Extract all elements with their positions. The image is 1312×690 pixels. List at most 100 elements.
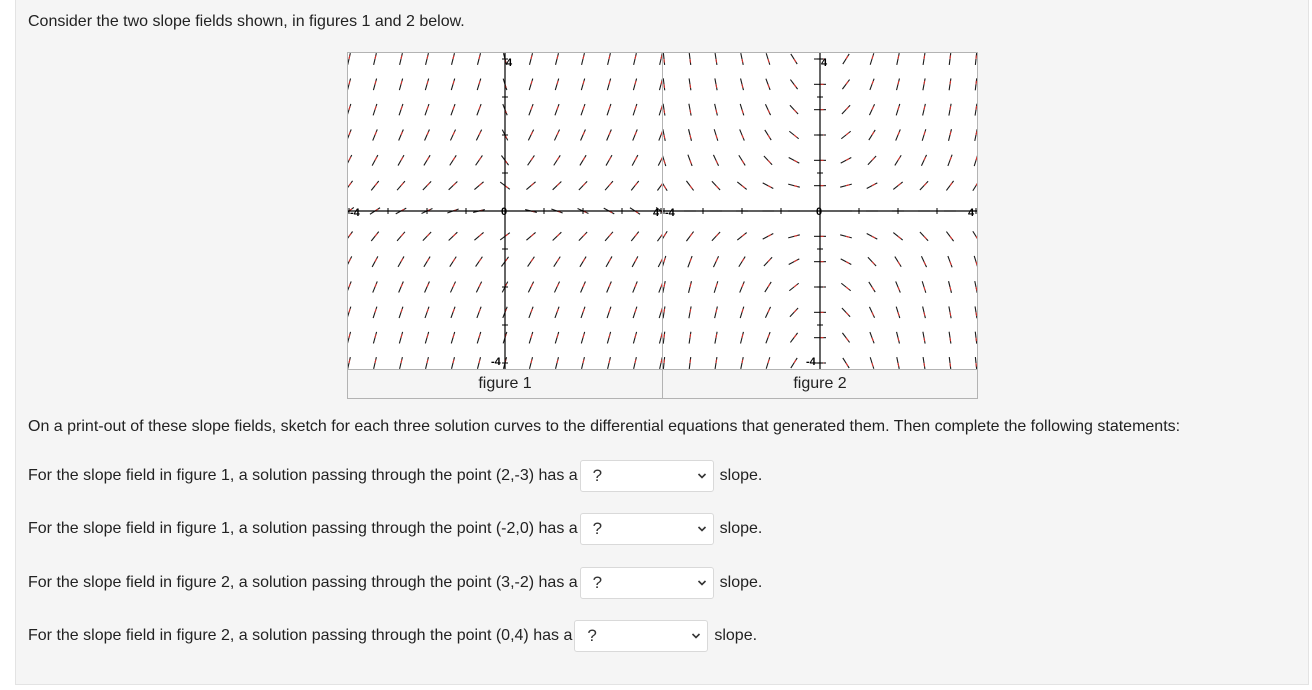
slope-segment [424, 331, 430, 344]
slope-segment [663, 53, 666, 66]
slope-segment [922, 78, 926, 91]
slope-segment [474, 181, 484, 190]
slope-segment [579, 154, 587, 166]
slope-segment [714, 306, 718, 319]
slope-segment [580, 129, 586, 141]
question-1-selected: ? [592, 466, 603, 485]
slope-segment [763, 155, 773, 166]
slope-segment [528, 103, 534, 116]
slope-segment [663, 356, 666, 369]
question-4: For the slope field in figure 2, a solut… [28, 620, 757, 652]
slope-segment [528, 306, 534, 319]
slope-segment [398, 103, 404, 116]
slope-segment [790, 357, 798, 369]
slope-segment [554, 78, 560, 91]
slope-segment [398, 78, 404, 91]
slope-segment [348, 154, 353, 164]
question-2-prefix: For the slope field in figure 1, a solut… [28, 520, 578, 537]
slope-segment [632, 78, 638, 91]
slope-segment [606, 103, 612, 116]
slope-segment [663, 78, 666, 91]
slope-segment [658, 307, 662, 319]
slope-segment [663, 129, 666, 141]
axis-label-right: 4 [968, 207, 975, 219]
slope-segment [688, 103, 692, 116]
slope-segment [632, 306, 638, 319]
chevron-down-icon [697, 526, 706, 532]
slope-segment [663, 230, 668, 239]
slope-segment [553, 281, 561, 293]
slope-segment [739, 103, 745, 116]
slope-segment [974, 331, 977, 344]
slope-segment [476, 53, 482, 65]
question-1-select[interactable]: ? [579, 460, 714, 492]
slope-segment [448, 181, 458, 191]
slope-segment [685, 231, 695, 242]
slope-segment [687, 154, 693, 167]
slope-segment [348, 281, 352, 292]
slope-segment [841, 332, 851, 343]
slope-segment [348, 357, 351, 369]
slope-segment [869, 53, 875, 65]
question-4-select[interactable]: ? [574, 620, 709, 652]
slope-segment [398, 129, 404, 141]
slope-segment [738, 154, 746, 166]
slope-segment [895, 306, 901, 319]
question-2-suffix: slope. [719, 520, 763, 537]
slope-segment [659, 53, 662, 65]
slope-segment [372, 331, 378, 344]
slope-segment [475, 281, 483, 293]
slope-segment [659, 357, 662, 369]
slope-segment [896, 357, 900, 369]
slope-segment [922, 356, 926, 369]
slope-segment [606, 78, 612, 91]
slope-segment [396, 231, 406, 242]
slope-segment [422, 180, 432, 191]
slope-segment [840, 282, 852, 292]
slope-segment [424, 306, 430, 319]
question-1-prefix: For the slope field in figure 1, a solut… [28, 467, 578, 484]
slope-field-figure-1: 4 -4 -4 4 0 [348, 53, 662, 369]
slope-segment [974, 53, 977, 66]
slope-segment [688, 53, 692, 66]
slope-segment [739, 281, 745, 293]
slope-segment [788, 258, 800, 265]
slope-segment [527, 129, 535, 141]
slope-segment [764, 281, 772, 293]
slope-segment [712, 154, 720, 166]
slope-segment [476, 357, 482, 369]
slope-segment [764, 104, 772, 116]
slope-segment [554, 331, 560, 344]
slope-segment [972, 230, 977, 239]
slope-segment [552, 181, 562, 191]
question-3: For the slope field in figure 2, a solut… [28, 567, 762, 599]
axis-label-left: -4 [665, 207, 676, 219]
slope-segment [685, 180, 695, 191]
question-3-select[interactable]: ? [579, 567, 714, 599]
slope-segment [896, 331, 900, 344]
question-2-select[interactable]: ? [579, 513, 714, 545]
slope-segment [663, 255, 667, 267]
slope-segment [663, 306, 666, 319]
slope-segment [894, 154, 902, 166]
slope-segment [868, 104, 876, 116]
slope-segment [399, 53, 403, 65]
slope-segment [740, 331, 744, 344]
slope-segment [578, 231, 588, 242]
slope-segment [842, 53, 850, 65]
slope-segment [450, 53, 456, 65]
slope-segment [450, 103, 456, 116]
slope-segment [868, 281, 876, 293]
slope-segment [740, 357, 744, 369]
slope-segment [476, 331, 482, 344]
slope-segment [554, 357, 560, 369]
axis-label-top: 4 [821, 57, 828, 69]
question-3-prefix: For the slope field in figure 2, a solut… [28, 574, 578, 591]
slope-segment [714, 53, 718, 66]
slope-segment [424, 103, 430, 116]
slope-segment [765, 331, 771, 344]
slope-segment [840, 234, 852, 239]
slope-segment [553, 256, 561, 268]
slope-segment [947, 255, 953, 268]
slope-segment [922, 331, 926, 344]
